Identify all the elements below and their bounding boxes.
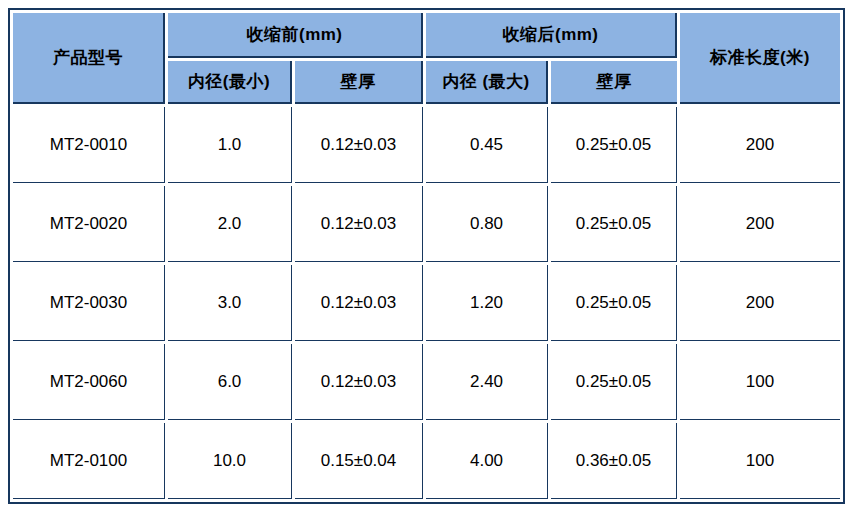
- cell-before-wall: 0.15±0.04: [295, 423, 423, 499]
- header-after-wall-thickness: 壁厚: [551, 61, 677, 104]
- cell-model: MT2-0060: [13, 344, 165, 420]
- cell-before-inner: 3.0: [168, 265, 292, 341]
- header-standard-length: 标准长度(米): [680, 13, 840, 104]
- table-row: MT2-0030 3.0 0.12±0.03 1.20 0.25±0.05 20…: [13, 265, 840, 341]
- cell-model: MT2-0010: [13, 107, 165, 183]
- cell-after-inner: 0.80: [426, 186, 548, 262]
- table-row: MT2-0020 2.0 0.12±0.03 0.80 0.25±0.05 20…: [13, 186, 840, 262]
- table-row: MT2-0010 1.0 0.12±0.03 0.45 0.25±0.05 20…: [13, 107, 840, 183]
- header-before-shrink-group: 收缩前(mm): [168, 13, 423, 58]
- cell-before-wall: 0.12±0.03: [295, 265, 423, 341]
- header-before-inner-diameter: 内径(最小): [168, 61, 292, 104]
- cell-after-inner: 1.20: [426, 265, 548, 341]
- cell-std-length: 100: [680, 423, 840, 499]
- header-product-model: 产品型号: [13, 13, 165, 104]
- cell-after-wall: 0.25±0.05: [551, 107, 677, 183]
- cell-model: MT2-0100: [13, 423, 165, 499]
- header-group-row: 产品型号 收缩前(mm) 收缩后(mm) 标准长度(米): [13, 13, 840, 58]
- table-body: MT2-0010 1.0 0.12±0.03 0.45 0.25±0.05 20…: [13, 107, 840, 499]
- spec-table-frame: 产品型号 收缩前(mm) 收缩后(mm) 标准长度(米) 内径(最小) 壁厚 内…: [8, 8, 845, 504]
- cell-after-inner: 2.40: [426, 344, 548, 420]
- cell-model: MT2-0030: [13, 265, 165, 341]
- header-before-wall-thickness: 壁厚: [295, 61, 423, 104]
- cell-after-wall: 0.25±0.05: [551, 186, 677, 262]
- cell-std-length: 200: [680, 265, 840, 341]
- cell-after-inner: 0.45: [426, 107, 548, 183]
- cell-after-wall: 0.36±0.05: [551, 423, 677, 499]
- spec-table: 产品型号 收缩前(mm) 收缩后(mm) 标准长度(米) 内径(最小) 壁厚 内…: [10, 10, 843, 502]
- cell-after-inner: 4.00: [426, 423, 548, 499]
- cell-before-inner: 10.0: [168, 423, 292, 499]
- cell-before-inner: 1.0: [168, 107, 292, 183]
- cell-after-wall: 0.25±0.05: [551, 265, 677, 341]
- cell-before-inner: 2.0: [168, 186, 292, 262]
- cell-after-wall: 0.25±0.05: [551, 344, 677, 420]
- header-after-shrink-group: 收缩后(mm): [426, 13, 677, 58]
- cell-before-wall: 0.12±0.03: [295, 344, 423, 420]
- table-row: MT2-0100 10.0 0.15±0.04 4.00 0.36±0.05 1…: [13, 423, 840, 499]
- cell-model: MT2-0020: [13, 186, 165, 262]
- cell-std-length: 100: [680, 344, 840, 420]
- cell-before-inner: 6.0: [168, 344, 292, 420]
- header-after-inner-diameter: 内径 (最大): [426, 61, 548, 104]
- table-row: MT2-0060 6.0 0.12±0.03 2.40 0.25±0.05 10…: [13, 344, 840, 420]
- table-header: 产品型号 收缩前(mm) 收缩后(mm) 标准长度(米) 内径(最小) 壁厚 内…: [13, 13, 840, 104]
- cell-before-wall: 0.12±0.03: [295, 107, 423, 183]
- cell-std-length: 200: [680, 107, 840, 183]
- page: 产品型号 收缩前(mm) 收缩后(mm) 标准长度(米) 内径(最小) 壁厚 内…: [0, 0, 852, 512]
- cell-std-length: 200: [680, 186, 840, 262]
- cell-before-wall: 0.12±0.03: [295, 186, 423, 262]
